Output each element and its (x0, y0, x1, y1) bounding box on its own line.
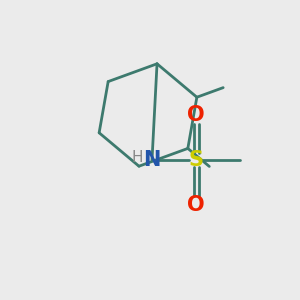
Text: O: O (187, 195, 205, 215)
Text: H: H (131, 151, 143, 166)
Text: O: O (187, 105, 205, 125)
Text: S: S (188, 150, 203, 170)
Text: N: N (143, 150, 161, 170)
